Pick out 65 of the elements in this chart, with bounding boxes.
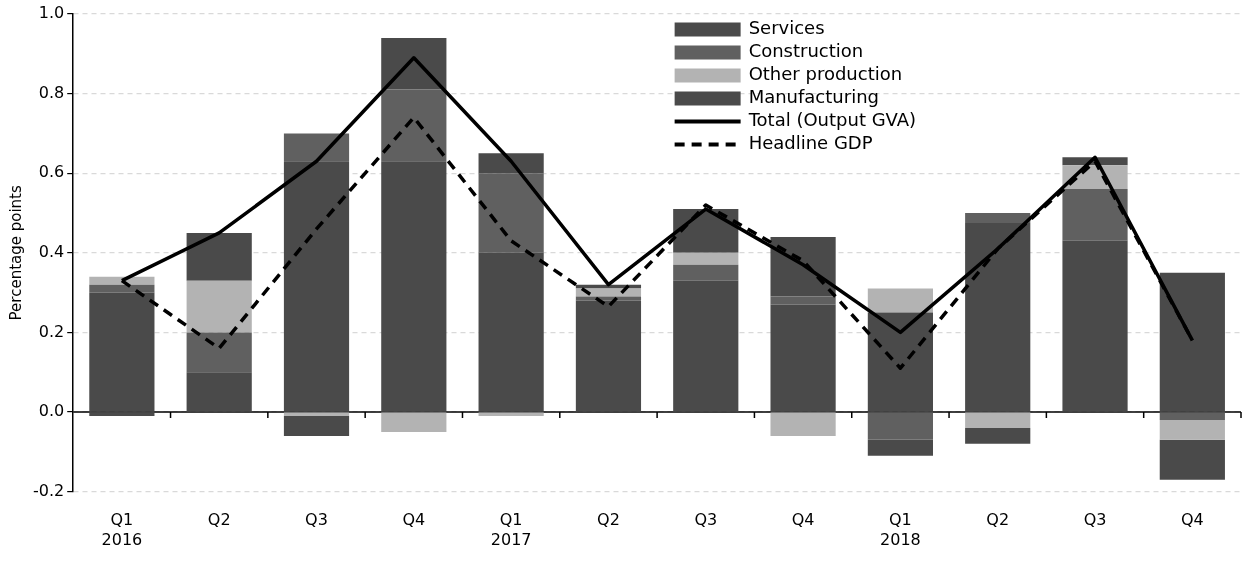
x-tick-label: Q4	[1180, 510, 1204, 530]
y-tick-label: 0.4	[38, 241, 65, 261]
legend-label: Total (Output GVA)	[747, 109, 917, 131]
y-tick-label: 0.0	[38, 401, 65, 421]
bar	[283, 161, 350, 412]
x-tick-label: Q3	[1083, 510, 1107, 530]
x-tick-label: Q2	[207, 510, 231, 530]
bar	[575, 300, 642, 412]
bar	[381, 412, 447, 432]
bar	[186, 332, 252, 373]
y-tick-label: 0.6	[38, 162, 65, 182]
bar	[673, 252, 739, 265]
bar	[478, 252, 544, 412]
y-tick-label: 1.0	[38, 3, 65, 23]
bar	[575, 284, 642, 289]
bar	[673, 280, 739, 412]
bar	[575, 288, 642, 297]
y-tick-label: 0.8	[38, 82, 65, 102]
bar	[1062, 240, 1128, 412]
legend-label: Headline GDP	[748, 132, 873, 154]
x-tick-label: Q2	[986, 510, 1010, 530]
x-tick-label: Q3	[305, 510, 328, 530]
bar	[283, 415, 350, 436]
bar	[965, 213, 1031, 223]
bar	[89, 284, 155, 293]
x-tick-label: Q1 2016	[101, 510, 143, 549]
bar	[186, 232, 252, 281]
y-tick-label: -0.2	[33, 480, 65, 500]
x-tick-label: Q1 2017	[490, 510, 532, 549]
x-tick-label: Q1 2018	[880, 510, 921, 549]
legend-label: Other production	[748, 63, 903, 85]
bar	[478, 153, 544, 174]
x-tick-label: Q4	[402, 510, 426, 530]
bar	[770, 412, 836, 436]
y-tick-label: 0.2	[38, 321, 65, 341]
bar	[1159, 419, 1225, 440]
x-tick-label: Q4	[791, 510, 815, 530]
bar	[381, 37, 447, 90]
legend-label: Construction	[748, 40, 864, 62]
bar	[867, 412, 933, 440]
bar	[965, 412, 1031, 428]
bar	[186, 280, 252, 333]
legend-label: Manufacturing	[748, 86, 879, 108]
bar	[965, 427, 1031, 444]
bar	[381, 89, 447, 162]
bar	[478, 173, 544, 253]
bar	[867, 439, 933, 456]
x-tick-label: Q3	[694, 510, 718, 530]
legend-label: Services	[748, 17, 825, 39]
bar	[867, 312, 933, 412]
y-axis-title: Percentage points	[6, 185, 25, 321]
bar	[673, 264, 739, 281]
bar	[283, 133, 350, 162]
bar	[867, 288, 933, 313]
bar	[1159, 272, 1225, 412]
bar	[965, 222, 1031, 412]
x-tick-label: Q2	[597, 510, 620, 530]
bar	[1159, 439, 1225, 480]
bar	[770, 304, 836, 412]
bar	[1159, 412, 1225, 420]
bar	[770, 296, 836, 305]
bar	[381, 161, 447, 412]
bar	[1062, 189, 1128, 241]
bar	[186, 372, 252, 412]
bar	[89, 292, 155, 412]
